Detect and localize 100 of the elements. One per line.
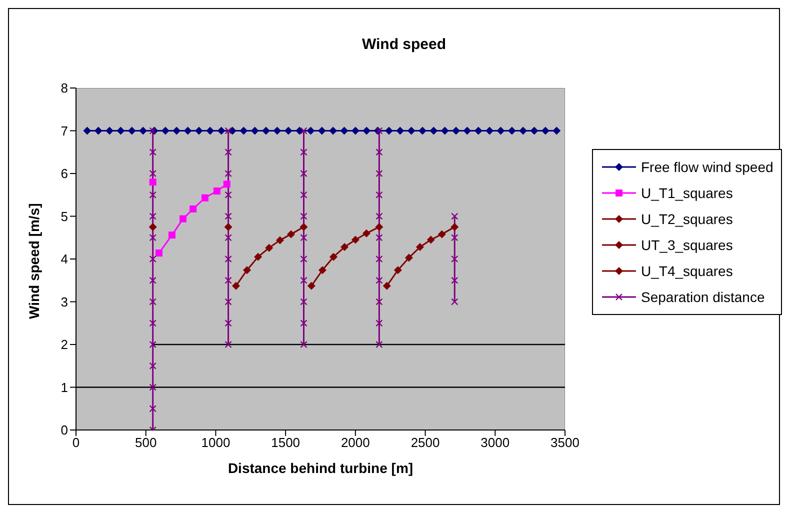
- point: [149, 234, 156, 242]
- x-tick-label: 500: [135, 435, 157, 450]
- point: [201, 194, 208, 202]
- point: [416, 243, 424, 252]
- point: [300, 234, 308, 242]
- point: [376, 320, 383, 327]
- point: [376, 191, 383, 198]
- point: [396, 126, 404, 135]
- x-axis-title: Distance behind turbine [m]: [228, 460, 414, 476]
- point: [451, 234, 458, 242]
- point: [376, 276, 383, 284]
- point: [329, 126, 338, 135]
- point: [149, 212, 156, 220]
- point: [168, 232, 176, 239]
- point: [300, 148, 308, 156]
- point: [340, 243, 349, 252]
- legend-label: U_T2_squares: [641, 210, 733, 229]
- point: [224, 222, 232, 231]
- legend-label: U_T4_squares: [641, 262, 733, 281]
- point: [438, 230, 446, 238]
- point: [362, 126, 371, 135]
- point: [194, 126, 203, 135]
- point: [300, 222, 308, 231]
- point: [451, 276, 458, 284]
- point: [139, 126, 148, 135]
- point: [149, 405, 156, 412]
- point: [450, 222, 459, 231]
- legend-label: Free flow wind speed: [641, 158, 774, 177]
- point: [440, 126, 449, 135]
- point: [451, 298, 458, 306]
- point: [351, 126, 360, 135]
- y-tick-label: 3: [60, 294, 68, 310]
- point: [530, 126, 538, 135]
- point: [276, 236, 284, 244]
- point: [300, 298, 308, 306]
- point: [426, 236, 435, 244]
- point: [149, 255, 156, 263]
- x-tick-label: 0: [72, 435, 80, 450]
- point: [376, 170, 383, 178]
- point: [224, 191, 232, 198]
- point: [128, 126, 136, 135]
- y-tick-label: 7: [60, 123, 68, 138]
- point: [116, 126, 125, 135]
- point: [106, 126, 114, 135]
- point: [206, 126, 214, 135]
- point: [418, 126, 426, 135]
- legend-label: UT_3_squares: [641, 236, 733, 255]
- point: [300, 191, 308, 198]
- point: [376, 148, 383, 156]
- point: [83, 126, 92, 135]
- point: [224, 320, 232, 327]
- point: [300, 170, 308, 178]
- point: [362, 229, 370, 238]
- point: [265, 244, 274, 252]
- point: [300, 255, 308, 263]
- point: [149, 362, 156, 370]
- point: [376, 340, 383, 348]
- point: [300, 212, 308, 220]
- point: [149, 384, 156, 391]
- y-tick-label: 0: [60, 422, 68, 438]
- y-tick-label: 6: [60, 166, 68, 182]
- point: [184, 126, 192, 135]
- point: [224, 234, 232, 242]
- point: [318, 266, 326, 274]
- point: [190, 205, 197, 212]
- point: [300, 320, 308, 327]
- point: [224, 212, 232, 220]
- point: [519, 126, 528, 135]
- point: [284, 126, 292, 135]
- y-tick-label: 8: [60, 80, 68, 96]
- point: [149, 178, 156, 186]
- x-tick-label: 2500: [410, 435, 440, 450]
- point: [224, 276, 232, 284]
- y-tick-label: 5: [60, 208, 68, 224]
- point: [452, 126, 460, 135]
- x-tick-label: 3000: [480, 435, 510, 450]
- chart-title: Wind speed: [362, 36, 446, 53]
- point: [250, 126, 259, 135]
- point: [430, 126, 438, 135]
- point: [148, 222, 157, 231]
- point: [224, 340, 232, 348]
- point: [262, 126, 270, 135]
- point: [486, 126, 494, 135]
- point: [508, 126, 516, 135]
- point: [375, 222, 384, 231]
- point: [382, 282, 391, 290]
- y-tick-label: 1: [60, 380, 68, 395]
- point: [224, 255, 232, 263]
- point: [463, 126, 472, 135]
- point: [180, 215, 187, 222]
- point: [287, 230, 296, 238]
- x-tick-label: 3500: [550, 435, 580, 450]
- point: [224, 127, 232, 134]
- point: [223, 180, 230, 188]
- point: [404, 254, 413, 262]
- point: [224, 148, 232, 156]
- point: [217, 126, 226, 135]
- point: [149, 148, 156, 156]
- point: [149, 191, 156, 198]
- point: [224, 170, 232, 178]
